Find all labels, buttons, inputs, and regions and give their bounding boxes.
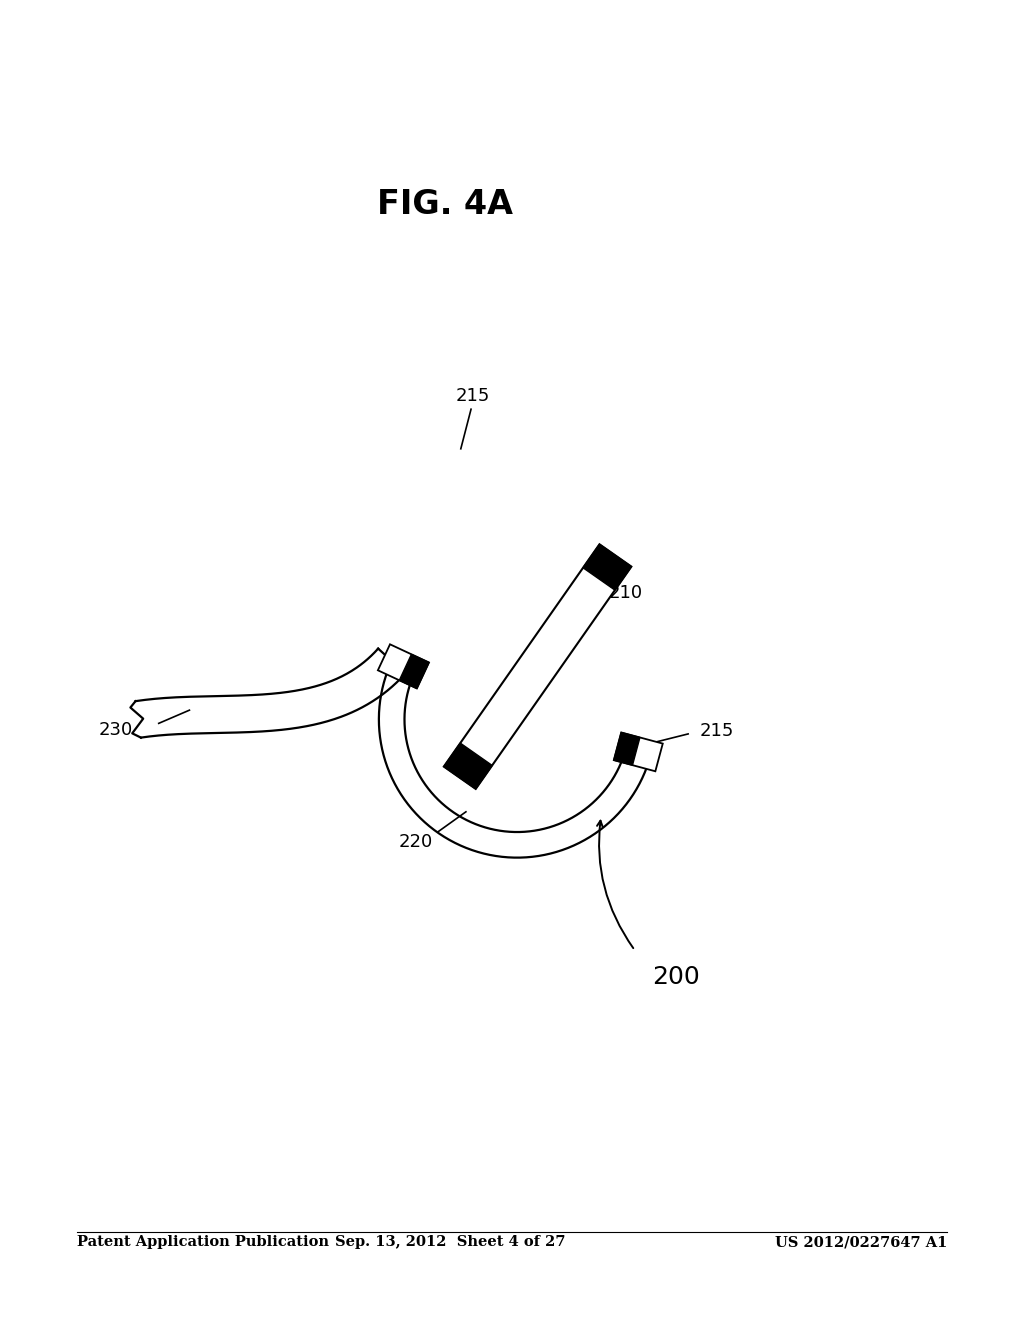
Polygon shape [613,733,663,771]
Polygon shape [378,644,429,689]
Polygon shape [583,544,632,590]
Text: 210: 210 [608,583,642,602]
Text: 230: 230 [98,721,133,739]
Polygon shape [399,655,429,689]
Text: FIG. 4A: FIG. 4A [378,189,513,222]
Text: 220: 220 [398,833,433,851]
Text: 215: 215 [699,722,734,741]
Polygon shape [443,743,493,789]
Text: Sep. 13, 2012  Sheet 4 of 27: Sep. 13, 2012 Sheet 4 of 27 [335,1236,566,1249]
Text: 200: 200 [652,965,700,989]
Polygon shape [613,733,640,766]
Polygon shape [443,544,632,789]
Text: 215: 215 [456,387,490,405]
Text: US 2012/0227647 A1: US 2012/0227647 A1 [775,1236,947,1249]
Text: Patent Application Publication: Patent Application Publication [77,1236,329,1249]
